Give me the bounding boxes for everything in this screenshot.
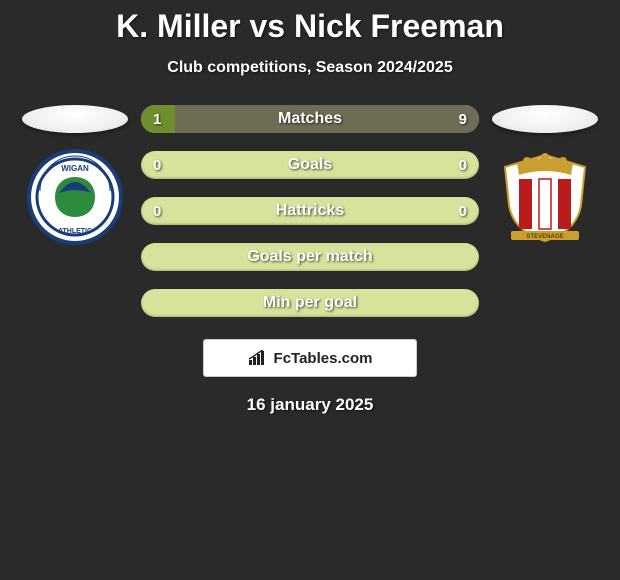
stat-bars: 1 9 Matches 0 0 Goals 0 0 Hattricks Goals per mat… xyxy=(135,105,485,317)
attribution-text: FcTables.com xyxy=(274,350,373,367)
chart-icon xyxy=(248,350,268,366)
bar-value-right: 0 xyxy=(459,157,467,174)
page-title: K. Miller vs Nick Freeman xyxy=(0,0,620,45)
bar-label: Goals xyxy=(288,156,332,174)
stat-bar: Min per goal xyxy=(141,289,479,317)
bar-label: Matches xyxy=(278,110,342,128)
left-team-crest: WIGAN ATHLETIC xyxy=(27,149,123,245)
right-player-col: STEVENAGE xyxy=(485,105,605,245)
stat-bar: 0 0 Hattricks xyxy=(141,197,479,225)
bar-value-right: 9 xyxy=(459,111,467,128)
bar-label: Hattricks xyxy=(276,202,344,220)
bar-value-right: 0 xyxy=(459,203,467,220)
comparison-row: WIGAN ATHLETIC 1 9 Matches 0 0 Goals 0 0 Hattric… xyxy=(0,105,620,317)
stat-bar: 1 9 Matches xyxy=(141,105,479,133)
left-player-oval xyxy=(22,105,128,133)
bar-value-left: 0 xyxy=(153,203,161,220)
bar-label: Min per goal xyxy=(263,294,357,312)
svg-text:STEVENAGE: STEVENAGE xyxy=(526,234,563,240)
left-player-col: WIGAN ATHLETIC xyxy=(15,105,135,245)
bar-label: Goals per match xyxy=(247,248,372,266)
stat-bar: Goals per match xyxy=(141,243,479,271)
stat-bar: 0 0 Goals xyxy=(141,151,479,179)
svg-text:ATHLETIC: ATHLETIC xyxy=(58,228,92,235)
right-player-oval xyxy=(492,105,598,133)
right-team-crest: STEVENAGE xyxy=(497,149,593,245)
date-label: 16 january 2025 xyxy=(0,395,620,415)
attribution-box: FcTables.com xyxy=(203,339,417,377)
bar-value-left: 1 xyxy=(153,111,161,128)
bar-value-left: 0 xyxy=(153,157,161,174)
subtitle: Club competitions, Season 2024/2025 xyxy=(0,59,620,77)
svg-text:WIGAN: WIGAN xyxy=(61,164,89,173)
